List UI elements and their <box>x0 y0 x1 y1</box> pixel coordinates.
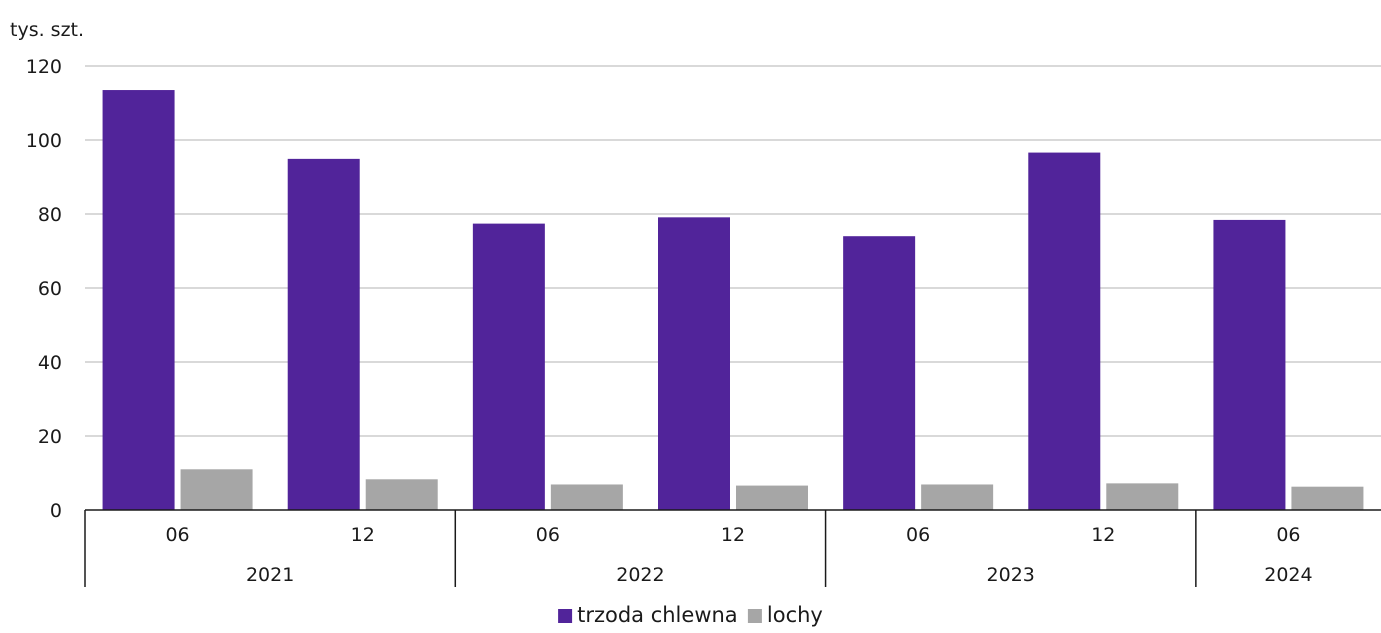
x-tick-label: 06 <box>1276 524 1300 546</box>
bar-trzoda-chlewna-0 <box>102 90 175 511</box>
x-axis: 06 12 06 12 06 12 06 2021 2022 2023 2024 <box>84 509 1381 587</box>
y-tick-label: 60 <box>38 278 62 300</box>
y-tick-label: 20 <box>38 426 62 448</box>
x-tick-label: 06 <box>165 524 189 546</box>
bar-lochy-5 <box>1106 483 1179 510</box>
gridlines <box>85 65 1381 437</box>
legend-swatch-lochy <box>747 609 762 623</box>
bar-lochy-6 <box>1291 486 1364 510</box>
x-tick-label: 12 <box>721 524 745 546</box>
y-tick-label: 40 <box>38 352 62 374</box>
y-tick-label: 120 <box>26 56 62 78</box>
y-tick-label: 0 <box>50 500 62 522</box>
bar-lochy-0 <box>180 469 253 510</box>
legend-label: trzoda chlewna <box>577 603 738 627</box>
bars <box>102 90 1364 511</box>
x-tick-label: 06 <box>906 524 930 546</box>
bar-lochy-3 <box>736 485 808 510</box>
legend-swatch-trzoda-chlewna <box>558 609 573 623</box>
bar-trzoda-chlewna-1 <box>287 158 360 510</box>
bar-lochy-1 <box>365 479 438 510</box>
legend: trzoda chlewna lochy <box>558 603 823 627</box>
x-tick-label: 12 <box>351 524 375 546</box>
bar-trzoda-chlewna-3 <box>658 217 730 510</box>
bar-lochy-4 <box>921 484 994 510</box>
x-tick-label: 06 <box>536 524 560 546</box>
y-tick-label: 100 <box>26 130 62 152</box>
x-group-label: 2023 <box>987 564 1035 586</box>
y-axis-ticks: 0 20 40 60 80 100 120 <box>26 56 62 522</box>
y-axis-unit-label: tys. szt. <box>10 19 84 41</box>
legend-label: lochy <box>767 603 823 627</box>
bar-trzoda-chlewna-2 <box>472 223 545 510</box>
bar-trzoda-chlewna-4 <box>843 236 916 510</box>
x-group-label: 2024 <box>1264 564 1312 586</box>
x-tick-label: 12 <box>1091 524 1115 546</box>
bar-trzoda-chlewna-5 <box>1028 152 1101 510</box>
x-group-label: 2022 <box>616 564 664 586</box>
bar-lochy-2 <box>550 484 623 510</box>
x-group-label: 2021 <box>246 564 294 586</box>
bar-trzoda-chlewna-6 <box>1213 219 1286 511</box>
y-tick-label: 80 <box>38 204 62 226</box>
